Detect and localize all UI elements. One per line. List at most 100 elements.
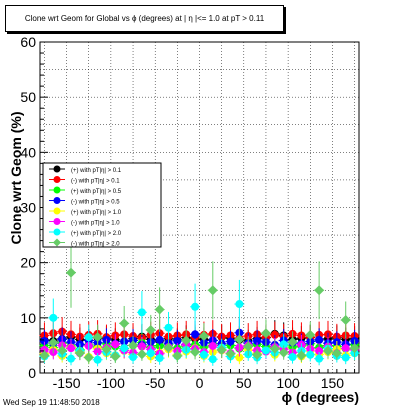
data-point [173,337,182,346]
x-tick-label: -50 [145,375,165,391]
y-tick-label: 0 [28,365,36,381]
data-point [39,350,50,361]
legend-label: (-) with pT|η| > 0.1 [71,179,120,185]
data-point [67,344,76,353]
data-point [120,344,129,353]
data-point [83,352,94,363]
data-point [155,354,164,363]
data-point [253,337,262,346]
x-tick-label: 50 [236,375,252,391]
data-point [341,344,350,353]
data-point [111,340,120,349]
legend-label: (+) with pT|η| > 0.1 [71,168,122,174]
legend-label: (+) with pT|η| > 1.0 [71,210,122,216]
data-point [128,340,139,351]
data-point [191,302,200,311]
data-point [137,342,146,351]
legend-marker [53,218,61,225]
data-point [199,350,208,359]
data-point [136,349,147,360]
data-point [57,345,68,356]
legend-marker [53,238,61,247]
data-point [287,337,298,348]
data-point [226,337,235,346]
data-point [129,353,138,362]
legend-label: (-) with pT|η| > 0.5 [71,200,120,206]
data-point [40,337,49,346]
x-tick-label: 0 [196,375,204,391]
data-point [306,350,315,359]
y-axis-label: Clone wrt Geom (%) [8,111,24,244]
y-tick-label: 40 [20,144,36,160]
data-point [191,330,200,339]
data-point [101,344,112,355]
data-point [93,355,102,364]
legend-marker [53,176,61,183]
data-point [93,347,102,356]
legend-label: (+) with pT|η| > 0.5 [71,189,122,195]
data-point [269,343,280,354]
y-tick-label: 60 [20,34,36,50]
legend-marker [53,186,61,194]
data-point [154,304,165,315]
timestamp: Wed Sep 19 11:48:50 2018 [3,398,100,407]
data-point [288,353,297,362]
y-tick-label: 20 [20,255,36,271]
x-tick-label: 150 [321,375,345,391]
data-point [198,331,209,342]
legend-marker [53,165,61,173]
data-point [243,341,254,352]
data-point [163,342,174,353]
data-point [146,349,155,358]
data-point [172,350,183,361]
data-point [315,335,324,344]
data-point [216,344,227,355]
legend-label: (+) with pT|η| > 2.0 [71,231,122,237]
data-point [315,354,324,363]
chart-title-box: Clone wrt Geom for Global vs ϕ (degrees)… [5,5,284,32]
data-point [190,347,201,358]
data-point [235,300,244,309]
data-point [66,267,77,278]
data-point [340,315,351,326]
data-point [145,324,156,335]
x-axis-label: ϕ (degrees) [282,389,359,405]
data-point [234,334,245,345]
data-point [208,341,217,350]
x-tick-label: -100 [97,375,125,391]
data-point [74,348,85,359]
legend-marker [53,207,61,215]
y-tick-label: 50 [20,89,36,105]
data-point [207,285,218,296]
data-point [278,347,289,358]
data-point [48,337,59,348]
data-point [270,330,279,339]
y-tick-label: 10 [20,310,36,326]
data-point [296,350,307,361]
legend-label: (-) with pT|η| > 1.0 [71,221,120,227]
data-point [315,346,324,355]
data-point [235,353,244,362]
data-point [225,348,236,359]
data-point [252,349,263,360]
data-point [181,335,192,346]
data-point [208,355,217,364]
data-point [137,308,146,317]
data-point [164,323,173,332]
data-point [49,313,58,322]
data-point [84,333,93,342]
legend-box [42,162,162,248]
data-point [260,328,271,339]
data-point [279,340,288,349]
legend-marker [53,228,61,236]
data-point [322,345,333,356]
x-tick-label: -150 [53,375,81,391]
data-point [305,329,316,340]
data-point [261,346,270,355]
data-point [314,285,325,296]
data-point [341,353,350,362]
x-tick-label: 100 [276,375,300,391]
legend-marker [53,197,61,204]
legend-label: (-) with pT|η| > 2.0 [71,242,120,248]
